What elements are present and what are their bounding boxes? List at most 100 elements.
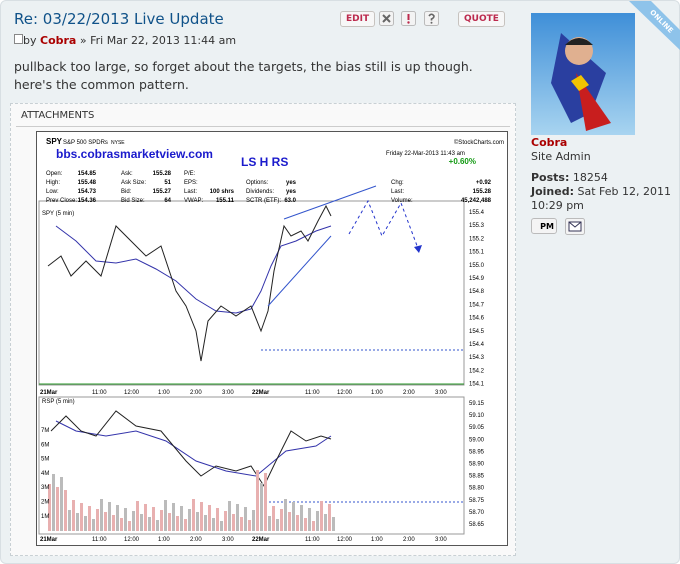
volume-bar — [224, 511, 227, 531]
price-tick-label: 155.1 — [469, 250, 485, 256]
stat-label: Last: — [391, 189, 404, 195]
joined-date: Sat Feb 12, 2011 10:29 pm — [531, 185, 671, 212]
profile-name[interactable]: Cobra — [531, 136, 568, 149]
volume-bar — [100, 499, 103, 531]
volume-bar — [240, 517, 243, 531]
volume-bar — [288, 512, 291, 531]
post-title[interactable]: Re: 03/22/2013 Live Update — [14, 10, 224, 28]
volume-bar — [104, 512, 107, 531]
volume-bar — [116, 505, 119, 531]
volume-bar — [64, 490, 67, 531]
change-pct: +0.60% — [449, 157, 476, 166]
volume-bar — [284, 499, 287, 531]
divider — [16, 126, 510, 127]
volume-bar — [92, 519, 95, 531]
time-label: 12:00 — [337, 390, 353, 396]
avatar[interactable] — [531, 13, 635, 135]
volume-bar — [176, 516, 179, 531]
price-trace — [47, 204, 332, 362]
volume-bar — [300, 505, 303, 531]
byline: by Cobra » Fri Mar 22, 2013 11:44 am — [14, 34, 236, 47]
volume-bar — [248, 520, 251, 531]
profile-rank: Site Admin — [531, 150, 591, 163]
time-label: 2:00 — [403, 537, 415, 543]
volume-bar — [220, 521, 223, 531]
watermark: bbs.cobrasmarketview.com — [56, 147, 213, 161]
stat-value: 154.36 — [78, 198, 97, 204]
volume-bar — [84, 516, 87, 531]
email-button[interactable] — [565, 218, 585, 235]
author-link[interactable]: Cobra — [40, 34, 77, 47]
pattern-label: LS H RS — [241, 155, 288, 169]
price-panel — [38, 200, 465, 386]
volume-tick-label: 2M — [41, 500, 49, 506]
volume-bar — [192, 499, 195, 531]
time-label: 21Mar — [40, 390, 58, 396]
price-tick-label: 154.3 — [469, 355, 485, 361]
time-label: 3:00 — [435, 537, 447, 543]
profile-posts: Posts: 18254 — [531, 171, 608, 184]
volume-bar — [96, 509, 99, 531]
volume-bar — [172, 503, 175, 531]
price-tick-label: 154.8 — [469, 289, 485, 295]
trendlines — [267, 185, 377, 307]
volume-bar — [212, 518, 215, 531]
volume-bar — [48, 484, 51, 531]
attachment-image[interactable]: SPY S&P 500 SPDRs NYSE ©StockCharts.com … — [36, 131, 508, 546]
rsp-tick-label: 58.65 — [469, 522, 485, 528]
stat-value: 155.11 — [216, 198, 235, 204]
info-button[interactable] — [424, 11, 439, 26]
price-tick-label: 154.6 — [469, 316, 485, 322]
rsp-panel-label: RSP (5 min) — [42, 399, 75, 405]
time-label: 2:00 — [190, 537, 202, 543]
price-tick-label: 154.1 — [469, 382, 485, 388]
rsp-tick-label: 59.05 — [469, 425, 485, 431]
quote-button[interactable]: QUOTE — [458, 11, 505, 27]
security-name: S&P 500 SPDRs — [63, 140, 108, 146]
volume-bar — [168, 513, 171, 531]
volume-bar — [292, 502, 295, 531]
time-label: 2:00 — [190, 390, 202, 396]
stat-label: Prev Close: — [46, 198, 77, 204]
rsp-tick-label: 59.15 — [469, 401, 485, 407]
volume-tick-label: 7M — [41, 428, 49, 434]
stat-label: EPS: — [184, 180, 198, 186]
volume-bar — [200, 502, 203, 531]
stat-label: Dividends: — [246, 189, 274, 195]
delete-button[interactable] — [379, 11, 394, 26]
report-button[interactable] — [401, 11, 416, 26]
volume-bar — [216, 508, 219, 531]
online-badge: ONLINE — [629, 1, 680, 51]
stat-label: Options: — [246, 180, 269, 186]
price-tick-label: 154.2 — [469, 368, 485, 374]
time-label: 11:00 — [92, 537, 107, 543]
time-label: 11:00 — [305, 537, 320, 543]
time-label: 12:00 — [337, 537, 353, 543]
volume-bar — [312, 521, 315, 531]
volume-bar — [260, 483, 263, 531]
volume-bar — [228, 501, 231, 531]
rsp-trace — [50, 410, 332, 488]
volume-bar — [328, 504, 331, 531]
stat-value: 155.48 — [78, 180, 97, 186]
time-label: 1:00 — [158, 390, 170, 396]
volume-bar — [204, 515, 207, 531]
time-label: 22Mar — [252, 390, 270, 396]
rsp-tick-label: 58.85 — [469, 474, 485, 480]
edit-button[interactable]: EDIT — [340, 11, 376, 27]
price-tick-label: 154.9 — [469, 276, 485, 282]
volume-tick-label: 4M — [41, 471, 49, 477]
volume-tick-label: 3M — [41, 485, 49, 491]
stat-label: Low: — [46, 189, 59, 195]
volume-tick-label: 5M — [41, 457, 49, 463]
volume-bar — [60, 477, 63, 531]
pm-button[interactable]: PM — [531, 218, 557, 234]
stat-value: +0.92 — [476, 180, 492, 186]
volume-bar — [196, 512, 199, 531]
arrow-head — [414, 245, 422, 253]
rsp-tick-label: 59.00 — [469, 437, 485, 443]
volume-bar — [132, 511, 135, 531]
rsp-average — [55, 420, 332, 477]
volume-bar — [184, 519, 187, 531]
